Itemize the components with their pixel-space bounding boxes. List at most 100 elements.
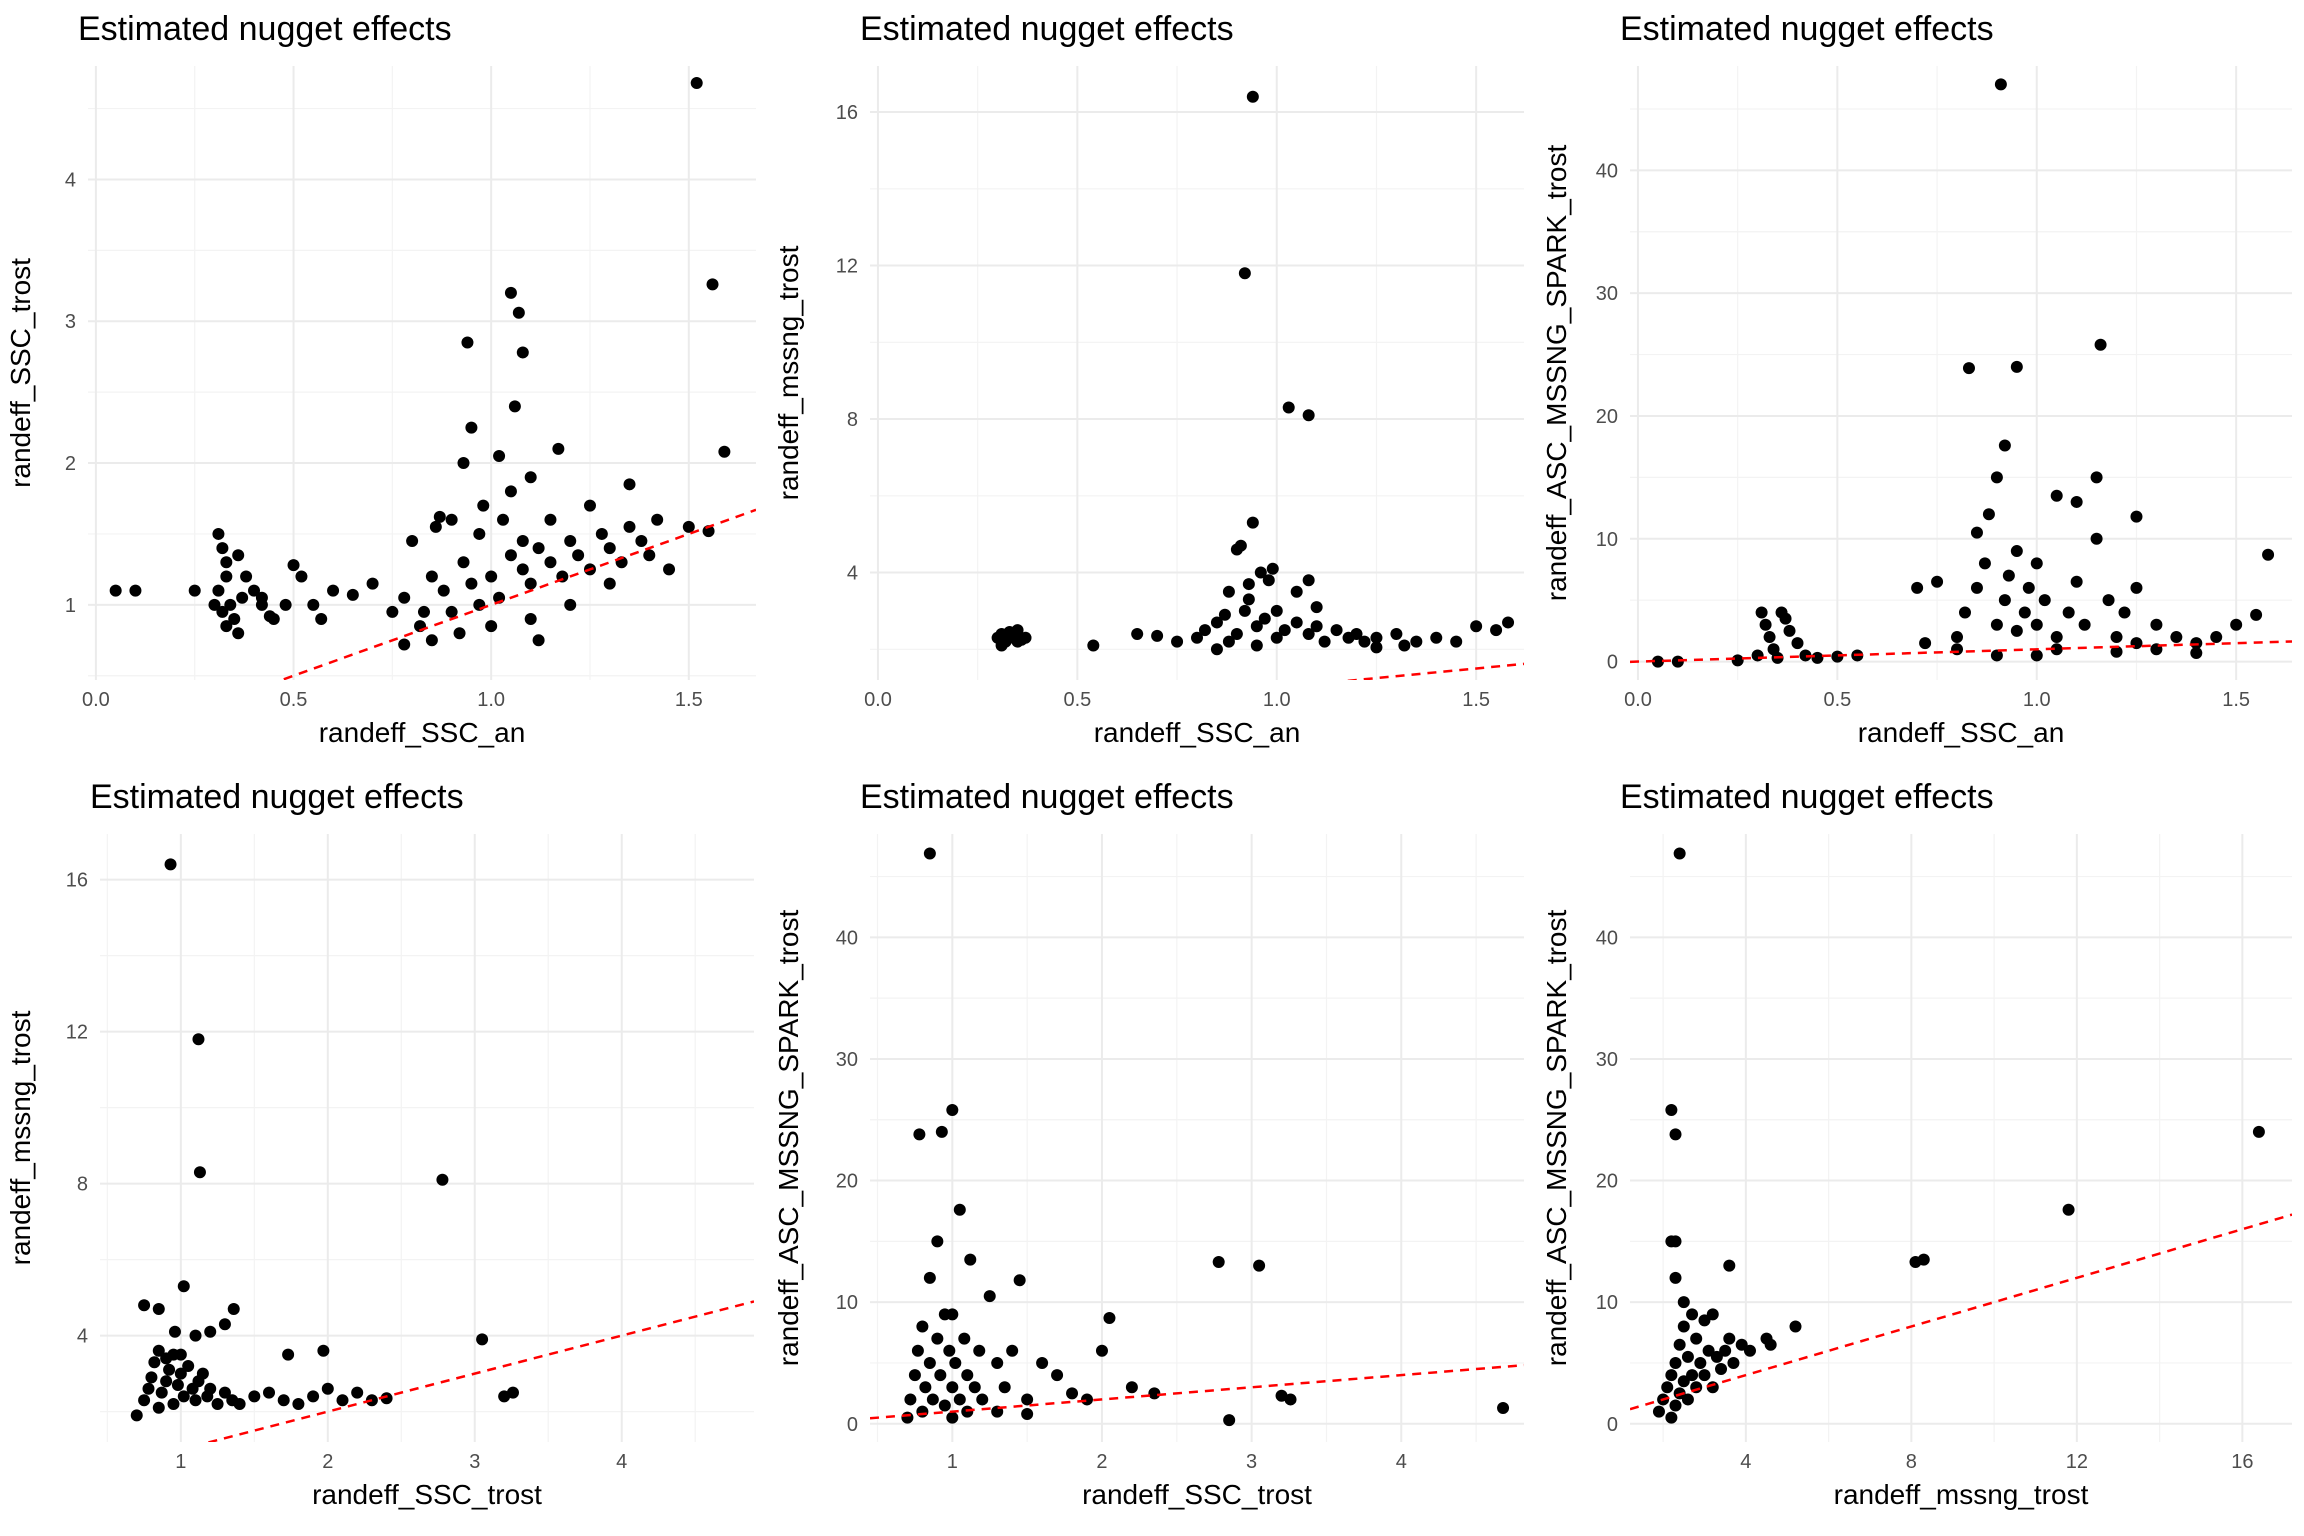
- data-point: [188, 584, 201, 597]
- data-point: [220, 570, 233, 583]
- data-point: [351, 1386, 364, 1399]
- data-point: [1238, 604, 1251, 617]
- data-point: [174, 1367, 187, 1380]
- data-point: [1690, 1332, 1703, 1345]
- data-point: [1694, 1356, 1707, 1369]
- data-point: [1994, 78, 2007, 91]
- data-point: [973, 1344, 986, 1357]
- data-point: [1669, 1235, 1682, 1248]
- data-point: [445, 605, 458, 618]
- data-point: [1254, 566, 1267, 579]
- data-point: [218, 1318, 231, 1331]
- grid: [870, 834, 1524, 1442]
- x-tick-label: 1.5: [1462, 689, 1490, 711]
- y-tick-label: 12: [836, 256, 858, 278]
- data-point: [931, 1235, 944, 1248]
- data-point: [2110, 645, 2123, 658]
- data-point: [2002, 569, 2015, 582]
- data-point: [477, 499, 490, 512]
- data-point: [473, 598, 486, 611]
- points: [1651, 78, 2275, 668]
- data-point: [163, 1363, 176, 1376]
- data-point: [1125, 1381, 1138, 1394]
- data-point: [1723, 1332, 1736, 1345]
- data-point: [240, 570, 253, 583]
- reference-line: [277, 508, 756, 680]
- data-point: [1779, 612, 1792, 625]
- data-point: [177, 1280, 190, 1293]
- x-tick-label: 1: [947, 1451, 958, 1473]
- data-point: [516, 346, 529, 359]
- data-point: [445, 513, 458, 526]
- data-point: [1310, 601, 1323, 614]
- data-point: [1051, 1369, 1064, 1382]
- data-point: [958, 1332, 971, 1345]
- data-point: [453, 627, 466, 640]
- data-point: [1970, 526, 1983, 539]
- y-tick-label: 40: [836, 927, 858, 949]
- data-point: [935, 1125, 948, 1138]
- data-point: [227, 1303, 240, 1315]
- data-point: [504, 549, 517, 562]
- data-point: [532, 542, 545, 555]
- chart-title: Estimated nugget effects: [78, 10, 452, 48]
- chart-panel-1: 0.0 0.5 1.0 1.5 1 2 3 4 Estimated nugget effects…: [5, 10, 756, 748]
- data-point: [263, 610, 276, 623]
- data-point: [155, 1386, 168, 1399]
- y-tick-label: 0: [1607, 1414, 1618, 1436]
- x-tick-label: 0.0: [1624, 689, 1652, 711]
- data-point: [911, 1344, 924, 1357]
- x-axis-label: randeff_SSC_an: [1858, 717, 2065, 748]
- data-point: [1669, 1399, 1682, 1412]
- data-point: [2190, 646, 2203, 659]
- data-point: [1673, 847, 1686, 860]
- data-point: [524, 471, 537, 484]
- data-point: [934, 1369, 947, 1382]
- y-tick-label: 40: [1596, 927, 1618, 949]
- data-point: [2030, 649, 2043, 662]
- data-point: [506, 1386, 519, 1399]
- data-point: [995, 639, 1008, 652]
- data-point: [1990, 618, 2003, 631]
- data-point: [682, 520, 695, 533]
- points: [901, 847, 1510, 1427]
- data-point: [1731, 654, 1744, 667]
- data-point: [1151, 629, 1164, 642]
- chart-panel-3: 0.0 0.5 1.0 1.5 0 10 20 30 40 Estimated nugget ef…: [1541, 10, 2292, 748]
- data-point: [1751, 649, 1764, 662]
- x-tick-label: 1.0: [1263, 689, 1291, 711]
- data-point: [2010, 624, 2023, 637]
- data-point: [417, 605, 430, 618]
- data-point: [1210, 616, 1223, 629]
- x-tick-label: 1.5: [675, 689, 703, 711]
- x-tick-label: 2: [1096, 1451, 1107, 1473]
- data-point: [908, 1369, 921, 1382]
- data-point: [2050, 631, 2063, 644]
- data-point: [2170, 631, 2183, 644]
- data-point: [171, 1379, 184, 1391]
- y-axis-label: randeff_ASC_MSSNG_SPARK_trost: [1541, 145, 1572, 602]
- data-point: [429, 520, 442, 533]
- data-point: [1710, 1350, 1723, 1363]
- data-point: [1755, 606, 1768, 619]
- data-point: [292, 1398, 305, 1410]
- data-point: [532, 634, 545, 647]
- y-tick-label: 30: [1596, 283, 1618, 305]
- data-point: [1198, 624, 1211, 637]
- data-point: [287, 559, 300, 572]
- data-point: [152, 1344, 165, 1357]
- data-point: [1398, 639, 1411, 652]
- data-point: [321, 1382, 334, 1395]
- data-point: [1763, 631, 1776, 644]
- data-point: [1103, 1311, 1116, 1324]
- data-point: [1470, 620, 1483, 633]
- data-point: [255, 591, 268, 604]
- data-point: [315, 613, 328, 626]
- data-point: [1970, 581, 1983, 594]
- data-point: [1238, 267, 1251, 280]
- data-point: [2094, 338, 2107, 351]
- x-tick-label: 0.5: [1823, 689, 1851, 711]
- data-point: [1370, 631, 1383, 644]
- data-point: [2030, 618, 2043, 631]
